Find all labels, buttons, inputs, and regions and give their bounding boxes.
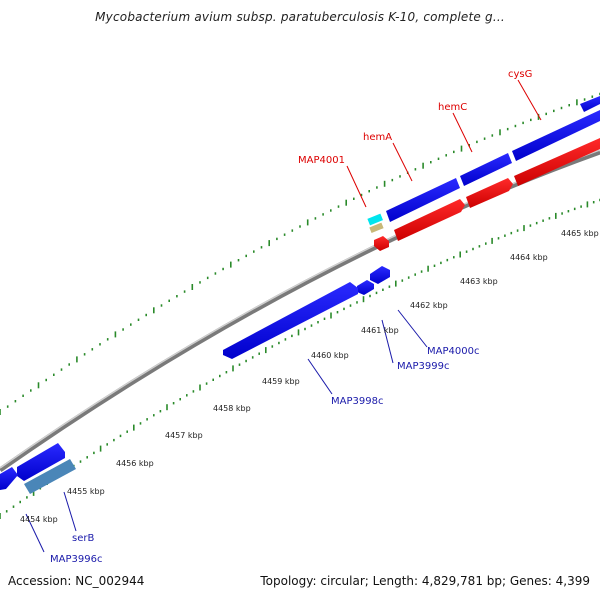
gene-MAP3998c[interactable]: [223, 282, 358, 359]
label-serB[interactable]: serB: [72, 533, 94, 544]
scale-label-4464: 4464 kbp: [510, 253, 548, 262]
blue-label-leaders: [25, 309, 428, 553]
label-cysG[interactable]: cysG: [508, 69, 532, 80]
label-MAP4001[interactable]: MAP4001: [298, 155, 345, 166]
scale-label-4459: 4459 kbp: [262, 377, 300, 386]
gene-cysG[interactable]: [512, 110, 600, 161]
scale-label-4465: 4465 kbp: [561, 229, 599, 238]
gene-hemA-rev[interactable]: [394, 199, 465, 241]
gene-left-edge[interactable]: [0, 467, 18, 490]
genome-backbone-highlight: [0, 149, 600, 469]
scale-label-4457: 4457 kbp: [165, 431, 203, 440]
scale-label-4456: 4456 kbp: [116, 459, 154, 468]
gene-hemA[interactable]: [386, 178, 460, 222]
scale-label-4460: 4460 kbp: [311, 351, 349, 360]
scale-labels: 4454 kbp 4455 kbp 4456 kbp 4457 kbp 4458…: [20, 229, 599, 524]
gene-MAP4000c[interactable]: [370, 266, 390, 284]
label-MAP3998c[interactable]: MAP3998c: [331, 396, 383, 407]
gene-cyan[interactable]: [367, 213, 383, 226]
scale-label-4462: 4462 kbp: [410, 301, 448, 310]
accession-text: Accession: NC_002944: [8, 574, 145, 588]
scale-label-4455: 4455 kbp: [67, 487, 105, 496]
label-hemC[interactable]: hemC: [438, 102, 467, 113]
label-MAP4000c[interactable]: MAP4000c: [427, 346, 479, 357]
gene-MAP4001[interactable]: [374, 236, 389, 251]
gene-MAP3996c-forward[interactable]: [17, 443, 65, 481]
scale-label-4454: 4454 kbp: [20, 515, 58, 524]
label-MAP3996c[interactable]: MAP3996c: [50, 554, 102, 565]
lower-tick-track: [0, 198, 600, 519]
gene-serB[interactable]: [24, 459, 76, 494]
scale-label-4463: 4463 kbp: [460, 277, 498, 286]
scale-label-4458: 4458 kbp: [213, 404, 251, 413]
gene-tan[interactable]: [369, 222, 384, 234]
scale-label-4461: 4461 kbp: [361, 326, 399, 335]
genome-backbone: [0, 149, 600, 473]
genome-summary-text: Topology: circular; Length: 4,829,781 bp…: [260, 574, 590, 588]
map-title: Mycobacterium avium subsp. paratuberculo…: [95, 10, 505, 24]
label-MAP3999c[interactable]: MAP3999c: [397, 361, 449, 372]
gene-cysG-rev[interactable]: [514, 138, 600, 186]
upper-tick-track: [0, 92, 600, 415]
gene-hemC[interactable]: [460, 153, 512, 186]
label-hemA[interactable]: hemA: [363, 132, 392, 143]
red-label-leaders: [346, 79, 542, 208]
gene-hemC-rev[interactable]: [466, 178, 513, 208]
gene-upstream[interactable]: [580, 96, 600, 112]
gene-MAP3999c[interactable]: [357, 280, 374, 295]
